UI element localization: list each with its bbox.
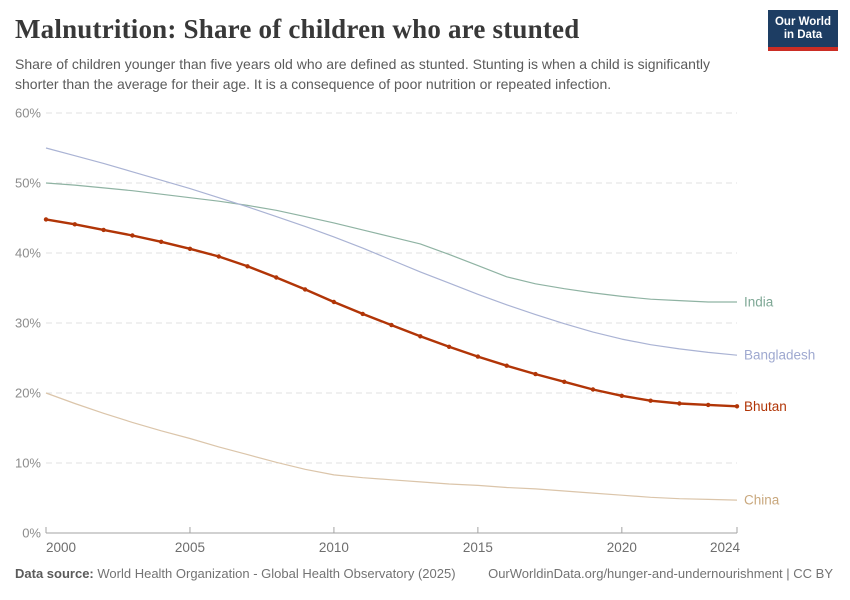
data-source-text: World Health Organization - Global Healt…	[97, 566, 456, 581]
series-marker-bhutan	[562, 379, 567, 384]
series-line-bhutan	[45, 218, 738, 408]
series-marker-bhutan	[504, 363, 509, 368]
series-marker-bhutan	[101, 227, 106, 233]
owid-logo-line1: Our World	[774, 16, 831, 28]
y-tick-label: 40%	[15, 246, 41, 261]
owid-logo: Our World in Data	[768, 10, 838, 51]
series-marker-bhutan	[245, 264, 250, 269]
data-source: Data source: World Health Organization -…	[15, 566, 456, 581]
series-marker-bhutan	[43, 217, 49, 222]
x-tick-label: 2010	[319, 540, 349, 555]
series-marker-bhutan	[446, 344, 452, 349]
series-marker-bhutan	[130, 233, 135, 238]
series-line-china	[45, 392, 738, 501]
chart-title: Malnutrition: Share of children who are …	[15, 14, 580, 44]
x-tick-label: 2020	[607, 540, 637, 555]
series-label-bhutan[interactable]: Bhutan	[744, 399, 787, 414]
series-marker-bhutan	[331, 299, 337, 305]
series-marker-bhutan	[475, 354, 481, 359]
series-marker-bhutan	[159, 239, 164, 244]
series-marker-bhutan	[590, 387, 596, 392]
owid-logo-line2: in Data	[783, 29, 823, 41]
series-label-china[interactable]: China	[744, 493, 780, 508]
series-marker-bhutan	[533, 371, 538, 377]
series-line-bangladesh	[45, 147, 738, 356]
series-marker-bhutan	[677, 401, 682, 406]
series-label-bangladesh[interactable]: Bangladesh	[744, 348, 815, 363]
series-marker-bhutan	[360, 311, 365, 317]
series-marker-bhutan	[418, 334, 423, 339]
footer-citation-link[interactable]: OurWorldinData.org/hunger-and-undernouri…	[488, 566, 833, 581]
series-marker-bhutan	[187, 246, 193, 251]
x-tick-label: 2005	[175, 540, 205, 555]
y-tick-label: 20%	[15, 386, 41, 401]
series-marker-bhutan	[389, 322, 394, 328]
y-tick-label: 50%	[15, 176, 41, 191]
series-label-india[interactable]: India	[744, 295, 774, 310]
series-line-india	[45, 182, 737, 303]
series-marker-bhutan	[706, 402, 711, 408]
y-tick-label: 0%	[22, 526, 41, 541]
y-tick-label: 60%	[15, 106, 41, 121]
data-source-label: Data source:	[15, 566, 94, 581]
y-tick-label: 10%	[15, 456, 41, 471]
series-marker-bhutan	[274, 275, 279, 280]
series-marker-bhutan	[734, 404, 740, 409]
series-marker-bhutan	[648, 398, 653, 403]
series-marker-bhutan	[72, 222, 78, 227]
x-tick-label: 2015	[463, 540, 493, 555]
chart-footer: Data source: World Health Organization -…	[15, 566, 833, 581]
x-tick-label: 2024	[710, 540, 741, 555]
series-marker-bhutan	[302, 287, 308, 292]
chart-subtitle: Share of children younger than five year…	[15, 56, 710, 92]
x-tick-label: 2000	[46, 540, 76, 555]
series-marker-bhutan	[216, 254, 221, 259]
y-tick-label: 30%	[15, 316, 41, 331]
series-marker-bhutan	[619, 393, 624, 398]
